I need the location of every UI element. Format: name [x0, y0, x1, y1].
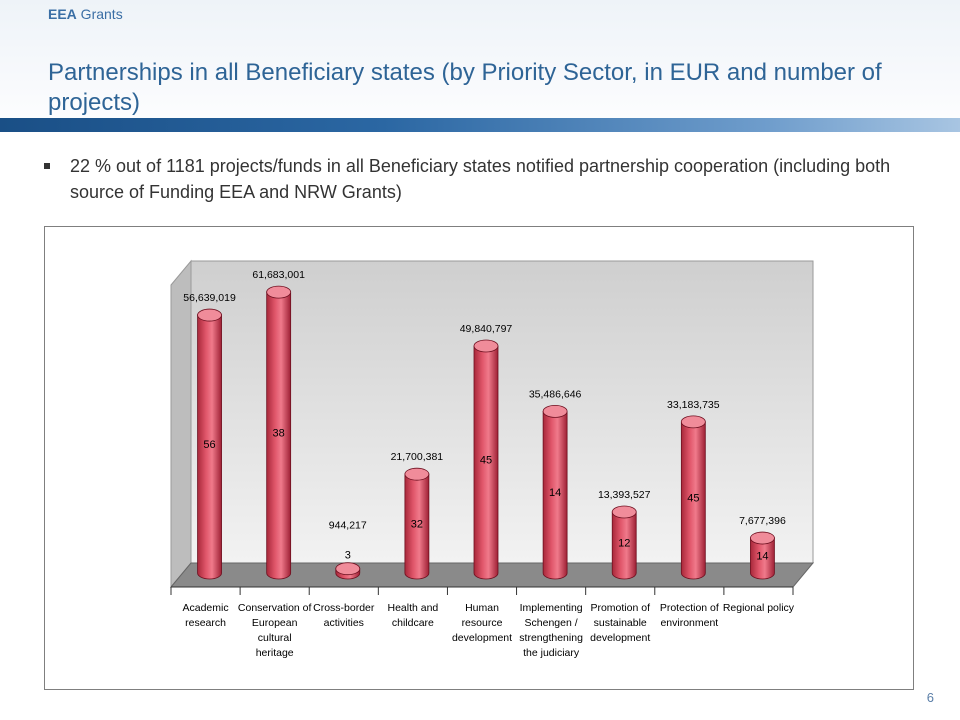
x-tick-label: Academic research: [183, 602, 229, 629]
bar-value-label: 21,700,381: [391, 451, 444, 463]
bar-top: [542, 404, 568, 418]
x-tick-label: Conservation of European cultural heritage: [238, 602, 312, 659]
bar-body: [404, 473, 430, 580]
bar-count-label: 32: [411, 519, 423, 531]
chart-frame: 56,639,019 56 61,683,001 38 944,217 3 21,700,3…: [44, 226, 914, 690]
x-tick-label: Regional policy: [723, 602, 795, 614]
bar: [404, 467, 430, 580]
bar: [542, 404, 568, 580]
chart-side-wall: [170, 259, 192, 589]
bullet-icon: [44, 163, 50, 169]
bullet-text: 22 % out of 1181 projects/funds in all B…: [70, 156, 891, 202]
bar-value-label: 7,677,396: [739, 515, 786, 527]
bar-top: [335, 562, 361, 576]
bar: [611, 505, 637, 580]
bar-count-label: 3: [345, 550, 351, 562]
bar-value-label: 35,486,646: [529, 388, 582, 400]
bar-value-label: 49,840,797: [460, 323, 513, 335]
bar: [473, 339, 499, 580]
bar: [680, 415, 706, 580]
bar-body: [266, 291, 292, 580]
bar-value-label: 33,183,735: [667, 399, 720, 411]
bar-count-label: 45: [687, 492, 699, 504]
bar-count-label: 12: [618, 538, 630, 550]
bar-top: [750, 531, 775, 545]
bar-body: [473, 345, 499, 580]
bar-top: [266, 285, 292, 299]
bar-top: [197, 308, 222, 322]
header-background: [0, 0, 960, 140]
bar-body: [542, 410, 568, 580]
bar-value-label: 56,639,019: [183, 292, 236, 304]
bar-value-label: 944,217: [329, 520, 367, 532]
bar: [335, 562, 361, 580]
x-tick-label: Cross-border activities: [313, 602, 375, 629]
bar-count-label: 56: [203, 439, 215, 451]
bar-chart: 56,639,019 56 61,683,001 38 944,217 3 21,700,3…: [169, 259, 815, 659]
bar-body: [611, 511, 637, 580]
page-number: 6: [926, 690, 934, 705]
x-tick-label: Human resource development: [452, 602, 512, 644]
bar: [750, 531, 775, 580]
bar-count-label: 14: [549, 487, 561, 499]
bar-count-label: 14: [756, 551, 768, 563]
page-title: Partnerships in all Beneficiary states (…: [48, 59, 882, 116]
bullet-point: 22 % out of 1181 projects/funds in all B…: [44, 153, 924, 205]
bar-body: [750, 537, 775, 580]
x-tick-label: Health and childcare: [387, 602, 438, 629]
x-tick-label: Promotion of sustainable development: [590, 602, 650, 644]
bar-top: [404, 467, 430, 481]
brand-logo: EEA Grants: [48, 6, 123, 22]
bar-value-label: 13,393,527: [598, 489, 651, 501]
bar-top: [680, 415, 706, 429]
bar-top: [611, 505, 637, 519]
bar: [197, 308, 222, 580]
bar-body: [197, 314, 222, 580]
bar-top: [473, 339, 499, 353]
x-tick-label: Implementing Schengen / strengthening the j…: [519, 602, 583, 659]
x-tick-label: Protection of environment: [660, 602, 719, 629]
bar-body: [680, 421, 706, 580]
bar-count-label: 45: [480, 455, 492, 467]
bar-count-label: 38: [273, 428, 285, 440]
header-band: [0, 118, 960, 132]
bar-value-label: 61,683,001: [252, 269, 305, 281]
bar: [266, 285, 292, 580]
